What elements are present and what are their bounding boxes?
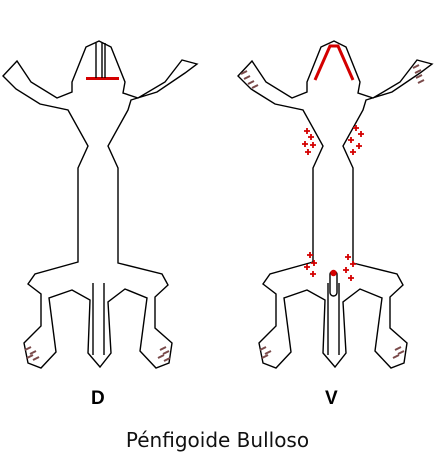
plus-lesion-marker-icon <box>308 134 314 140</box>
lesion-markers-ventral <box>302 125 364 281</box>
paw-lesion-left-dorsal <box>24 346 40 361</box>
forepaw-lesion-right-ventral <box>412 64 425 84</box>
plus-lesion-marker-icon <box>348 275 354 281</box>
plus-lesion-marker-icon <box>353 125 359 131</box>
plus-lesion-marker-icon <box>358 131 364 137</box>
genital-lesion-ventral <box>329 269 338 297</box>
hindpaw-lesion-right-ventral <box>392 346 405 359</box>
plus-lesion-marker-icon <box>310 142 316 148</box>
diagram-caption: Pénfigoide Bulloso <box>125 428 310 452</box>
plus-lesion-marker-icon <box>350 261 356 267</box>
hindpaw-lesion-left-ventral <box>259 346 272 359</box>
view-label-ventral: V <box>325 388 338 409</box>
plus-lesion-marker-icon <box>310 271 316 277</box>
plus-lesion-marker-icon <box>343 267 349 273</box>
paw-lesion-right-dorsal <box>157 346 171 362</box>
dorsal-figure <box>2 40 198 369</box>
plus-lesion-marker-icon <box>350 149 356 155</box>
ventral-figure <box>237 40 433 369</box>
plus-lesion-marker-icon <box>304 264 310 270</box>
plus-lesion-marker-icon <box>356 143 362 149</box>
plus-lesion-marker-icon <box>345 254 351 260</box>
plus-lesion-marker-icon <box>348 137 354 143</box>
muzzle-lesion-ventral <box>313 44 355 81</box>
ear-band-dorsal <box>86 43 119 80</box>
plus-lesion-marker-icon <box>304 128 310 134</box>
plus-lesion-marker-icon <box>307 252 313 258</box>
view-label-dorsal: D <box>91 388 105 409</box>
plus-lesion-marker-icon <box>311 260 317 266</box>
forepaw-lesion-left-ventral <box>240 70 259 89</box>
plus-lesion-marker-icon <box>305 149 311 155</box>
plus-lesion-marker-icon <box>302 141 308 147</box>
